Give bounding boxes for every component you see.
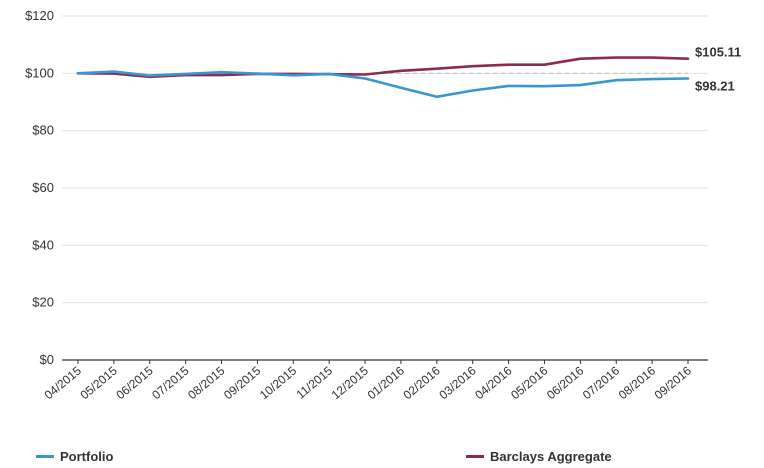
y-axis-ticks: $0 $20 $40 $60 $80 $100 $120 [25, 8, 54, 367]
x-tick-label: 10/2015 [257, 363, 299, 402]
y-tick-label: $60 [32, 180, 54, 195]
end-label-barclays: $105.11 [695, 45, 741, 60]
legend-swatch-barclays [466, 455, 484, 458]
legend-item-barclays: Barclays Aggregate [466, 449, 612, 464]
y-tick-label: $80 [32, 123, 54, 138]
x-tick-label: 02/2016 [401, 363, 443, 402]
legend-item-portfolio: Portfolio [36, 449, 113, 464]
x-tick-label: 05/2016 [508, 363, 550, 402]
x-axis-ticks: 04/201505/201506/201507/201508/201509/20… [42, 360, 694, 402]
x-tick-label: 07/2015 [149, 363, 191, 402]
y-tick-label: $40 [32, 237, 54, 252]
x-tick-label: 06/2015 [113, 363, 155, 402]
legend-swatch-portfolio [36, 455, 54, 458]
end-label-portfolio: $98.21 [695, 78, 735, 93]
x-tick-label: 05/2015 [78, 363, 120, 402]
y-tick-label: $120 [25, 8, 54, 23]
x-tick-label: 06/2016 [544, 363, 586, 402]
y-tick-label: $0 [40, 352, 54, 367]
y-tick-label: $100 [25, 65, 54, 80]
series-line-portfolio [76, 70, 690, 99]
x-tick-label: 07/2016 [580, 363, 622, 402]
x-tick-label: 08/2016 [616, 363, 658, 402]
x-tick-label: 09/2016 [652, 363, 694, 402]
x-tick-label: 04/2016 [472, 363, 514, 402]
x-tick-label: 04/2015 [42, 363, 84, 402]
legend-label-portfolio: Portfolio [60, 449, 114, 464]
y-tick-label: $20 [32, 295, 54, 310]
x-tick-label: 12/2015 [329, 363, 371, 402]
x-tick-label: 03/2016 [436, 363, 478, 402]
x-tick-label: 09/2015 [221, 363, 263, 402]
x-tick-label: 08/2015 [185, 363, 227, 402]
x-tick-label: 01/2016 [365, 363, 407, 402]
legend-label-barclays: Barclays Aggregate [490, 449, 612, 464]
series-lines [76, 56, 690, 99]
x-tick-label: 11/2015 [294, 363, 336, 401]
